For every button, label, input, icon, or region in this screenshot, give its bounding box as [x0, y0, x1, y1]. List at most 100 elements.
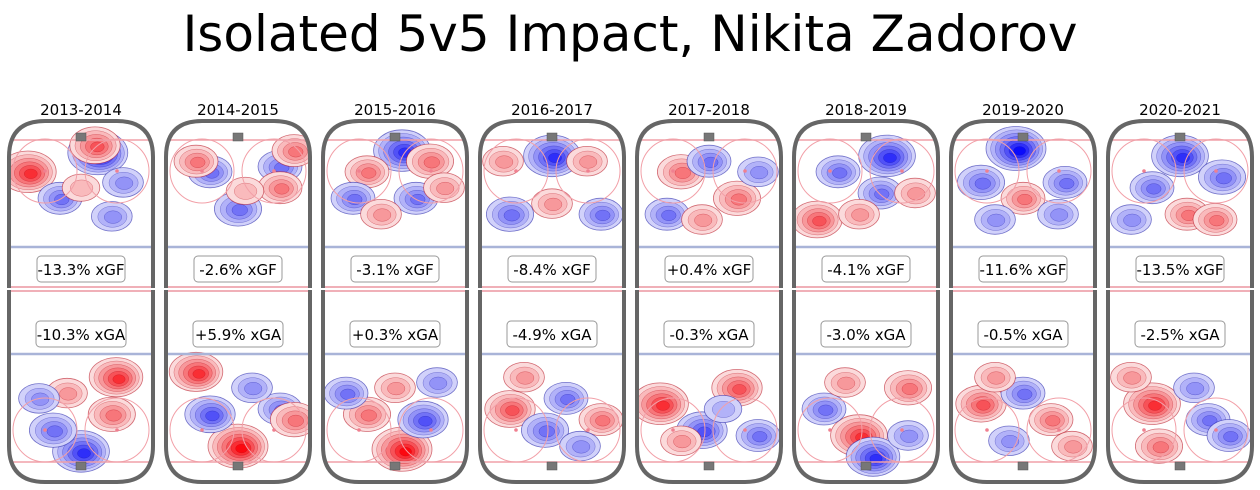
positive-contour-level: [673, 435, 692, 449]
positive-contour: [342, 396, 391, 432]
faceoff-circle: [483, 138, 549, 204]
positive-contour: [894, 177, 936, 209]
xgf-label-box: [1135, 255, 1225, 283]
offense-heatmap: [637, 138, 781, 288]
positive-contour: [1000, 181, 1046, 215]
faceoff-dot: [43, 428, 47, 432]
negative-contour: [397, 400, 449, 439]
faceoff-circle: [84, 138, 150, 204]
positive-contour-level: [190, 156, 206, 168]
faceoff-dot: [671, 428, 675, 432]
positive-contour: [974, 362, 1016, 393]
negative-contour-level: [244, 382, 263, 396]
faceoff-dot: [429, 428, 433, 432]
goal-net: [232, 132, 244, 142]
negative-contour: [91, 201, 133, 232]
negative-contour-level: [1176, 152, 1190, 163]
goal-net: [860, 461, 872, 471]
negative-contour-level: [712, 401, 736, 418]
negative-contour: [1042, 165, 1088, 199]
negative-contour-level: [1215, 172, 1232, 185]
positive-contour-level: [105, 409, 122, 422]
negative-contour: [1151, 134, 1209, 178]
rink-boards: [949, 119, 1097, 288]
positive-contour-level: [837, 376, 856, 390]
season-panel: 2018-2019 -4.1% xGF -3.0% xGA: [792, 101, 940, 484]
xga-label: -0.5% xGA: [983, 326, 1063, 344]
xgf-label-box: [978, 255, 1068, 283]
faceoff-dot: [115, 428, 119, 432]
goal-net: [1017, 132, 1029, 142]
negative-contour: [858, 134, 916, 178]
positive-contour-level: [901, 383, 918, 395]
negative-contour-level: [560, 394, 576, 406]
chart-title: Isolated 5v5 Impact, Nikita Zadorov: [182, 5, 1078, 63]
offense-heatmap: [480, 134, 624, 288]
season-title: 2018-2019: [825, 101, 907, 119]
positive-contour-level: [1209, 215, 1225, 227]
negative-contour-level: [46, 425, 63, 438]
negative-contour: [1198, 159, 1247, 195]
negative-contour-level: [595, 209, 611, 221]
offense-heatmap: [794, 134, 938, 288]
xga-label: -2.5% xGA: [1140, 326, 1220, 344]
positive-contour-level: [361, 167, 377, 179]
xgf-label-box: [36, 255, 126, 283]
faceoff-dot: [743, 428, 747, 432]
negative-contour-level: [115, 176, 134, 190]
negative-contour: [957, 164, 1006, 200]
offense-heatmap: [323, 129, 467, 288]
positive-contour: [1110, 362, 1152, 393]
positive-contour-level: [812, 215, 827, 227]
rink-boards: [1106, 290, 1254, 484]
positive-contour-level: [287, 414, 304, 427]
xga-label-box: [349, 320, 441, 348]
positive-contour-level: [987, 371, 1006, 385]
faceoff-circle: [1111, 138, 1177, 204]
season-title: 2015-2016: [354, 101, 436, 119]
positive-contour: [423, 172, 465, 203]
faceoff-dot: [586, 428, 590, 432]
defense-heatmap: [637, 290, 781, 463]
faceoff-dot: [272, 428, 276, 432]
positive-contour: [257, 171, 303, 205]
positive-contour-level: [976, 400, 991, 411]
positive-contour-level: [360, 409, 377, 422]
negative-contour: [686, 144, 732, 178]
faceoff-circle: [640, 138, 706, 204]
negative-contour-level: [231, 204, 248, 217]
faceoff-circle: [398, 138, 464, 204]
positive-contour-level: [373, 208, 392, 222]
positive-contour-level: [1045, 415, 1061, 427]
positive-contour: [344, 155, 390, 189]
faceoff-circle: [326, 138, 392, 204]
positive-contour-level: [732, 384, 747, 395]
positive-contour: [566, 145, 608, 177]
xgf-label: -8.4% xGF: [513, 261, 590, 279]
positive-contour-level: [387, 382, 406, 396]
positive-contour-level: [1064, 440, 1083, 454]
negative-contour: [559, 430, 601, 462]
offense-heatmap: [166, 134, 310, 288]
positive-contour-level: [1123, 371, 1142, 385]
faceoff-dot: [1057, 428, 1061, 432]
positive-contour-level: [1017, 193, 1033, 206]
goal-net: [389, 132, 401, 142]
goal-net: [1174, 132, 1186, 142]
faceoff-dot: [985, 169, 989, 173]
positive-contour: [1123, 382, 1181, 425]
negative-contour: [578, 197, 624, 231]
season-title: 2019-2020: [982, 101, 1064, 119]
positive-contour-level: [1148, 400, 1162, 411]
faceoff-dot: [43, 169, 47, 173]
season-title: 2013-2014: [40, 101, 122, 119]
goal-net: [1174, 461, 1186, 471]
positive-contour: [884, 370, 933, 406]
positive-contour-level: [399, 447, 412, 457]
negative-contour-level: [1001, 435, 1020, 449]
rink-boards: [7, 119, 155, 288]
xga-label: -10.3% xGA: [37, 326, 126, 344]
positive-contour: [637, 382, 689, 425]
season-panel: 2013-2014 -13.3% xGF -10.3% xGA: [7, 101, 155, 484]
faceoff-dot: [1142, 169, 1146, 173]
